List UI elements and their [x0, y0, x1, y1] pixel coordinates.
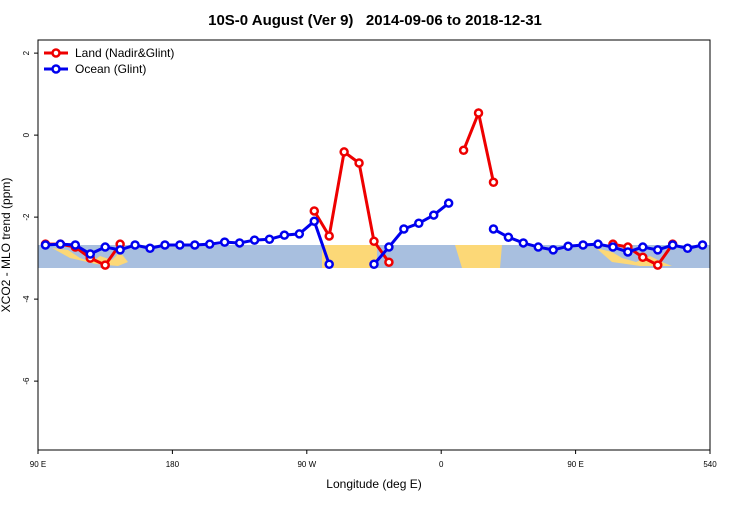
y-tick-label: 0 [22, 132, 31, 137]
point [578, 240, 588, 250]
point [100, 242, 110, 252]
legend-label: Land (Nadir&Glint) [75, 46, 174, 60]
x-tick-label: 540 [703, 460, 717, 469]
land-patch [322, 245, 377, 268]
point [503, 232, 514, 242]
point [638, 242, 648, 252]
point [264, 234, 275, 245]
point [623, 247, 633, 257]
point [234, 238, 245, 248]
point [309, 206, 320, 216]
point [40, 240, 51, 250]
point [473, 108, 484, 118]
land-patch [455, 245, 502, 268]
x-tick-label: 0 [439, 460, 444, 469]
point [294, 229, 305, 239]
point [85, 249, 96, 259]
point [563, 241, 573, 251]
series-line [45, 107, 674, 268]
legend-marker [51, 64, 61, 74]
point [593, 239, 603, 249]
chart-title: 10S-0 August (Ver 9) 2014-09-06 to 2018-… [208, 12, 542, 29]
point [428, 210, 439, 220]
point [55, 239, 66, 249]
point [697, 240, 708, 250]
y-tick-label: -6 [22, 377, 31, 385]
point [533, 242, 544, 252]
point [309, 216, 320, 226]
x-tick-label: 180 [166, 460, 180, 469]
point [160, 240, 170, 250]
point [443, 198, 454, 208]
point [100, 260, 110, 270]
point [130, 240, 140, 250]
x-tick-label: 90 W [297, 460, 316, 469]
point [548, 245, 558, 255]
point [145, 243, 155, 254]
point [608, 242, 618, 252]
point [354, 158, 364, 168]
point [219, 237, 230, 247]
point [652, 245, 663, 255]
legend-marker [51, 48, 61, 58]
point [458, 145, 469, 156]
y-tick-label: 2 [22, 50, 31, 55]
point [115, 245, 125, 255]
point [384, 242, 394, 252]
y-tick-label: -4 [22, 295, 31, 303]
point [488, 224, 499, 234]
point [384, 257, 394, 267]
point [667, 240, 678, 250]
legend-label: Ocean (Glint) [75, 62, 146, 76]
point [638, 252, 648, 263]
x-tick-label: 90 E [30, 460, 46, 469]
y-axis-label: XCO2 - MLO trend (ppm) [0, 178, 13, 313]
point [339, 147, 349, 157]
point [190, 240, 200, 250]
plot-frame [37, 39, 711, 451]
point [279, 230, 290, 240]
point [652, 260, 663, 270]
point [414, 218, 424, 229]
point [249, 235, 260, 245]
point [324, 231, 334, 241]
point [324, 259, 334, 270]
point [682, 243, 693, 254]
point [518, 238, 529, 248]
y-tick-label: -2 [22, 213, 31, 221]
point [488, 177, 499, 188]
point [175, 240, 185, 250]
x-axis-label: Longitude (deg E) [326, 477, 421, 491]
point [369, 259, 379, 270]
x-tick-label: 90 E [567, 460, 583, 469]
point [204, 239, 215, 249]
point [399, 224, 409, 234]
point [70, 240, 81, 250]
point [369, 236, 379, 247]
